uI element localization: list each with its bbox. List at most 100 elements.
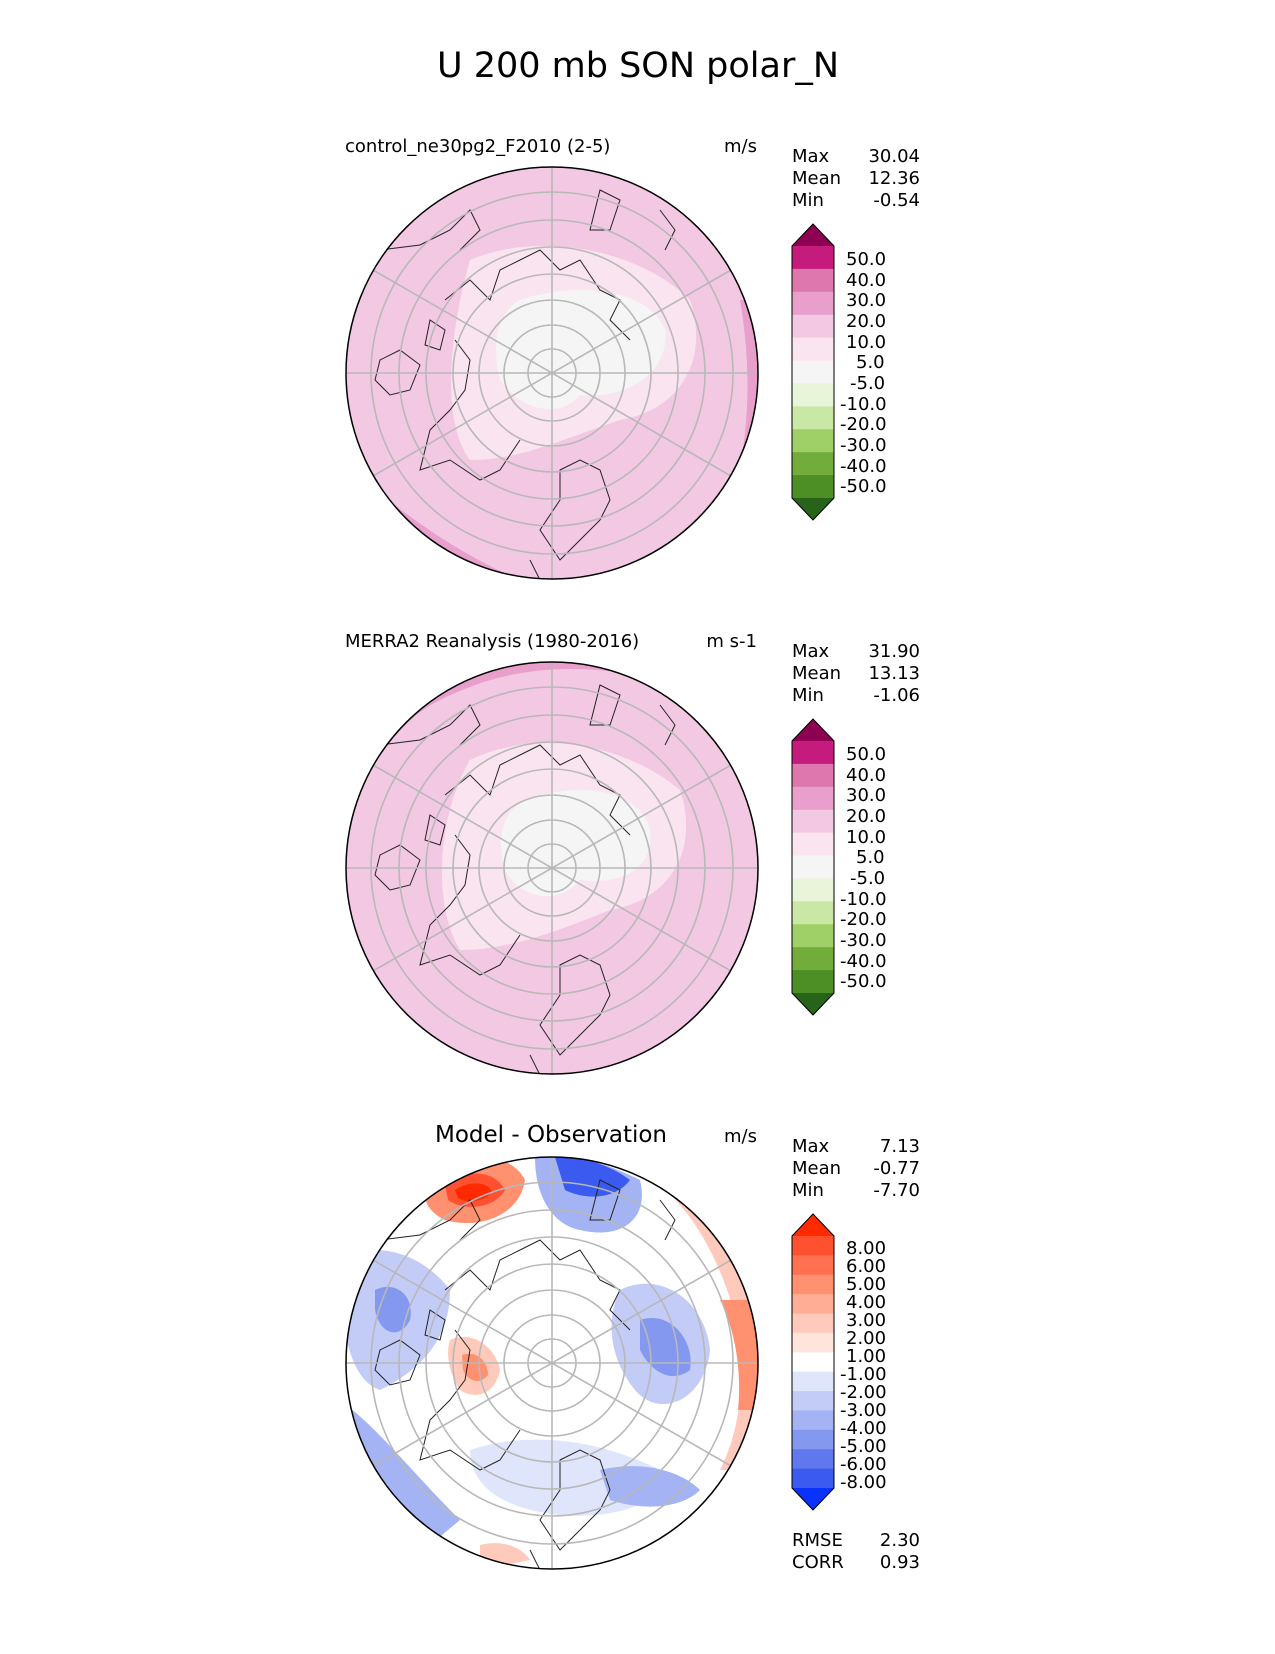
colorbar-tick-label: 5.0 <box>856 847 885 868</box>
stat-value: -0.54 <box>873 190 920 211</box>
panel-label: Model - Observation <box>435 1122 667 1148</box>
colorbar-tick-label: -5.00 <box>840 1436 887 1457</box>
stat-name: Min <box>792 1180 824 1201</box>
colorbar-tick-label: -10.0 <box>840 394 887 415</box>
colorbar-tick-label: -30.0 <box>840 435 887 456</box>
colorbar-segment <box>792 475 834 499</box>
colorbar: 50.0 40.0 30.0 20.0 10.0 5.0 -5.0 -10.0 … <box>791 718 887 1016</box>
map-boundary <box>345 661 759 1075</box>
colorbar-segment <box>792 741 834 765</box>
colorbar-tick-label: -40.0 <box>840 951 887 972</box>
colorbar-tick-label: -50.0 <box>840 971 887 992</box>
colorbar-segment <box>792 1429 834 1450</box>
colorbar-tick-label: 30.0 <box>846 785 886 806</box>
stats-table: Max 31.90 Mean 13.13 Min -1.06 <box>792 641 920 706</box>
colorbar-segment <box>792 1371 834 1392</box>
colorbar-segment <box>792 1468 834 1489</box>
colorbar-tick-label: -50.0 <box>840 476 887 497</box>
colorbar-tick-label: 6.00 <box>846 1256 886 1277</box>
colorbar-extension-bottom <box>792 993 834 1015</box>
colorbar-tick-label: 50.0 <box>846 249 886 270</box>
stat-name: Max <box>792 641 830 662</box>
stat-name: Mean <box>792 1158 841 1179</box>
colorbar-segment <box>792 314 834 339</box>
colorbar-segment <box>792 337 834 362</box>
polar-map <box>346 662 758 1074</box>
colorbar-segment <box>792 809 834 834</box>
colorbar: 50.0 40.0 30.0 20.0 10.0 5.0 -5.0 -10.0 … <box>791 223 887 521</box>
polar-map <box>346 167 758 579</box>
colorbar-tick-label: 10.0 <box>846 827 886 848</box>
stat-name: Min <box>792 190 824 211</box>
colorbar-segment <box>792 1294 834 1315</box>
colorbar-tick-label: -8.00 <box>840 1472 887 1493</box>
colorbar-tick-label: 1.00 <box>846 1346 886 1367</box>
stat-value: 31.90 <box>868 641 920 662</box>
stats-table: Max 7.13 Mean -0.77 Min -7.70 <box>792 1136 920 1201</box>
panel-reference: MERRA2 Reanalysis (1980-2016) m s-1 <box>345 631 920 1075</box>
colorbar-segment <box>792 1449 834 1470</box>
colorbar-tick-label: 40.0 <box>846 270 886 291</box>
stat-value: -0.77 <box>873 1158 920 1179</box>
colorbar-tick-label: -5.0 <box>850 373 885 394</box>
colorbar-segment <box>792 268 834 293</box>
stats-table: Max 30.04 Mean 12.36 Min -0.54 <box>792 146 920 211</box>
colorbar-tick-label: -2.00 <box>840 1382 887 1403</box>
metric-name: RMSE <box>792 1530 843 1551</box>
colorbar-extension-bottom <box>792 498 834 520</box>
colorbar-segment <box>792 383 834 407</box>
colorbar-segment <box>792 360 834 384</box>
colorbar-tick-label: -3.00 <box>840 1400 887 1421</box>
colorbar-tick-label: 3.00 <box>846 1310 886 1331</box>
panel-label: MERRA2 Reanalysis (1980-2016) <box>345 631 639 652</box>
colorbar-tick-label: 5.00 <box>846 1274 886 1295</box>
colorbar: 8.00 6.00 5.00 4.00 3.00 2.00 1.00 -1.00… <box>791 1213 887 1511</box>
colorbar-extension-bottom <box>792 1488 834 1510</box>
colorbar-outline <box>791 223 835 521</box>
colorbar-segment <box>792 452 834 476</box>
colorbar-tick-label: -6.00 <box>840 1454 887 1475</box>
colorbar-tick-label: -4.00 <box>840 1418 887 1439</box>
colorbar-tick-label: 40.0 <box>846 765 886 786</box>
stat-name: Max <box>792 146 830 167</box>
colorbar-segment <box>792 1274 834 1295</box>
colorbar-tick-label: 10.0 <box>846 332 886 353</box>
colorbar-segment <box>792 1313 834 1334</box>
colorbar-segment <box>792 947 834 971</box>
stat-value: 13.13 <box>868 663 920 684</box>
colorbar-segment <box>792 406 834 430</box>
colorbar-segment <box>792 832 834 857</box>
colorbar-outline <box>791 718 835 1016</box>
map-boundary <box>345 1156 759 1570</box>
colorbar-tick-label: 20.0 <box>846 806 886 827</box>
panel-difference: Model - Observation m/s <box>345 1122 920 1573</box>
colorbar-segment <box>792 1236 834 1256</box>
stat-value: -7.70 <box>873 1180 920 1201</box>
colorbar-extension-top <box>792 1214 834 1236</box>
colorbar-tick-label: -30.0 <box>840 930 887 951</box>
colorbar-segment <box>792 1391 834 1411</box>
stat-name: Mean <box>792 663 841 684</box>
metric-value: 0.93 <box>880 1552 920 1573</box>
colorbar-tick-label: -20.0 <box>840 909 887 930</box>
colorbar-tick-label: 4.00 <box>846 1292 886 1313</box>
stat-name: Max <box>792 1136 830 1157</box>
colorbar-segment <box>792 786 834 811</box>
colorbar-segment <box>792 1352 834 1373</box>
colorbar-segment <box>792 901 834 925</box>
colorbar-tick-label: 20.0 <box>846 311 886 332</box>
colorbar-tick-label: 5.0 <box>856 352 885 373</box>
colorbar-segment <box>792 1255 834 1276</box>
colorbar-segment <box>792 246 834 270</box>
panel-label: control_ne30pg2_F2010 (2-5) <box>345 136 610 157</box>
units-label: m/s <box>724 1126 757 1147</box>
colorbar-segment <box>792 291 834 316</box>
colorbar-tick-label: -10.0 <box>840 889 887 910</box>
colorbar-tick-label: 8.00 <box>846 1238 886 1259</box>
stat-value: 30.04 <box>868 146 920 167</box>
colorbar-segment <box>792 970 834 994</box>
figure-title: U 200 mb SON polar_N <box>437 46 839 86</box>
colorbar-segment <box>792 763 834 788</box>
colorbar-tick-label: 50.0 <box>846 744 886 765</box>
